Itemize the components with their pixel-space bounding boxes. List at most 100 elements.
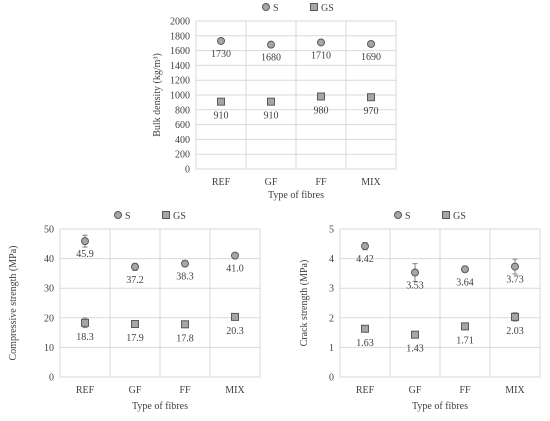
x-axis-label: Type of fibres (268, 190, 324, 201)
data-point-s (267, 40, 275, 49)
x-tick-label: MIX (225, 385, 245, 396)
legend-marker-s (394, 211, 402, 219)
y-tick-label: 0 (185, 165, 190, 176)
legend: S GS (114, 211, 186, 222)
data-point-gs (131, 320, 139, 329)
y-tick-label: 50 (44, 225, 54, 236)
legend-label-s: S (405, 211, 411, 222)
data-label: 4.42 (356, 254, 374, 265)
data-point-s (361, 242, 369, 251)
y-tick-label: 1 (329, 343, 334, 354)
data-point-s (231, 251, 239, 260)
chart-panel-2: 0 10 20 30 40 50 REF GF FF MIX Type of fibres Compr… (8, 211, 261, 412)
data-point-gs (317, 92, 325, 101)
y-tick-label: 1000 (170, 91, 190, 102)
y-tick-label: 1800 (170, 31, 190, 42)
data-point-s (81, 237, 89, 246)
x-tick-label: MIX (361, 177, 381, 188)
legend-label-s: S (125, 211, 131, 222)
data-label: 38.3 (176, 272, 194, 283)
y-tick-label: 2 (329, 313, 334, 324)
legend-marker-s (114, 211, 122, 219)
legend-marker-s (262, 3, 270, 11)
data-label: 37.2 (126, 275, 144, 286)
legend-marker-gs (442, 211, 450, 219)
legend-label-s: S (273, 3, 279, 14)
y-tick-label: 600 (175, 120, 190, 131)
y-tick-label: 0 (329, 373, 334, 384)
x-tick-label: GF (409, 385, 422, 396)
data-label: 1.43 (406, 344, 424, 355)
data-point-s (317, 38, 325, 47)
x-tick-label: REF (76, 385, 95, 396)
data-label: 1690 (361, 52, 381, 63)
y-tick-label: 4 (329, 254, 334, 265)
chart-panel-1: 0 200 400 600 800 1000 1200 1400 1600 1800 2000 REF… (152, 3, 397, 201)
data-label: 1730 (211, 49, 231, 60)
y-tick-label: 40 (44, 254, 54, 265)
data-label: 41.0 (226, 264, 244, 275)
data-point-gs (361, 324, 369, 333)
data-point-gs (267, 97, 275, 106)
y-tick-label: 800 (175, 105, 190, 116)
x-tick-label: REF (212, 177, 231, 188)
legend: S GS (262, 3, 334, 14)
data-point-s (217, 36, 225, 45)
y-tick-label: 200 (175, 150, 190, 161)
data-point-s (367, 39, 375, 48)
x-axis-label: Type of fibres (132, 401, 188, 412)
data-point-s (461, 265, 469, 274)
legend-label-gs: GS (453, 211, 466, 222)
data-label: 910 (264, 111, 279, 122)
y-tick-label: 400 (175, 135, 190, 146)
y-tick-label: 1400 (170, 61, 190, 72)
y-tick-label: 1200 (170, 76, 190, 87)
y-tick-label: 5 (329, 225, 334, 236)
y-tick-label: 3 (329, 284, 334, 295)
y-tick-label: 20 (44, 313, 54, 324)
x-tick-label: FF (179, 385, 191, 396)
data-point-gs (461, 322, 469, 331)
y-tick-label: 1600 (170, 46, 190, 57)
data-label: 970 (364, 106, 379, 117)
x-tick-label: FF (459, 385, 471, 396)
x-tick-label: GF (265, 177, 278, 188)
legend-marker-gs (310, 3, 318, 11)
data-label: 18.3 (76, 332, 94, 343)
y-axis-label: Crack strength (MPa) (299, 260, 310, 347)
y-tick-label: 30 (44, 284, 54, 295)
x-tick-label: FF (315, 177, 327, 188)
data-label: 1.63 (356, 338, 374, 349)
data-label: 1680 (261, 53, 281, 64)
legend: S GS (394, 211, 466, 222)
data-label: 17.9 (126, 333, 144, 344)
y-axis-label: Bulk density (kg/m³) (152, 53, 163, 137)
data-label: 45.9 (76, 249, 94, 260)
data-point-s (511, 262, 519, 271)
data-point-gs (81, 318, 89, 327)
x-tick-label: MIX (505, 385, 525, 396)
data-point-gs (411, 330, 419, 339)
data-point-gs (181, 320, 189, 329)
data-label: 910 (214, 111, 229, 122)
data-point-gs (367, 93, 375, 102)
data-label: 3.64 (456, 277, 474, 288)
data-point-s (131, 262, 139, 271)
legend-label-gs: GS (173, 211, 186, 222)
data-point-s (411, 268, 419, 277)
x-tick-label: REF (356, 385, 375, 396)
data-label: 17.8 (176, 333, 194, 344)
data-point-gs (217, 97, 225, 106)
data-label: 2.03 (506, 326, 524, 337)
x-axis-label: Type of fibres (412, 401, 468, 412)
data-point-s (181, 259, 189, 268)
data-label: 1.71 (456, 335, 474, 346)
legend-marker-gs (162, 211, 170, 219)
data-label: 20.3 (226, 326, 244, 337)
y-tick-label: 0 (49, 373, 54, 384)
data-point-gs (231, 312, 239, 321)
y-tick-label: 10 (44, 343, 54, 354)
data-label: 3.53 (406, 281, 424, 292)
